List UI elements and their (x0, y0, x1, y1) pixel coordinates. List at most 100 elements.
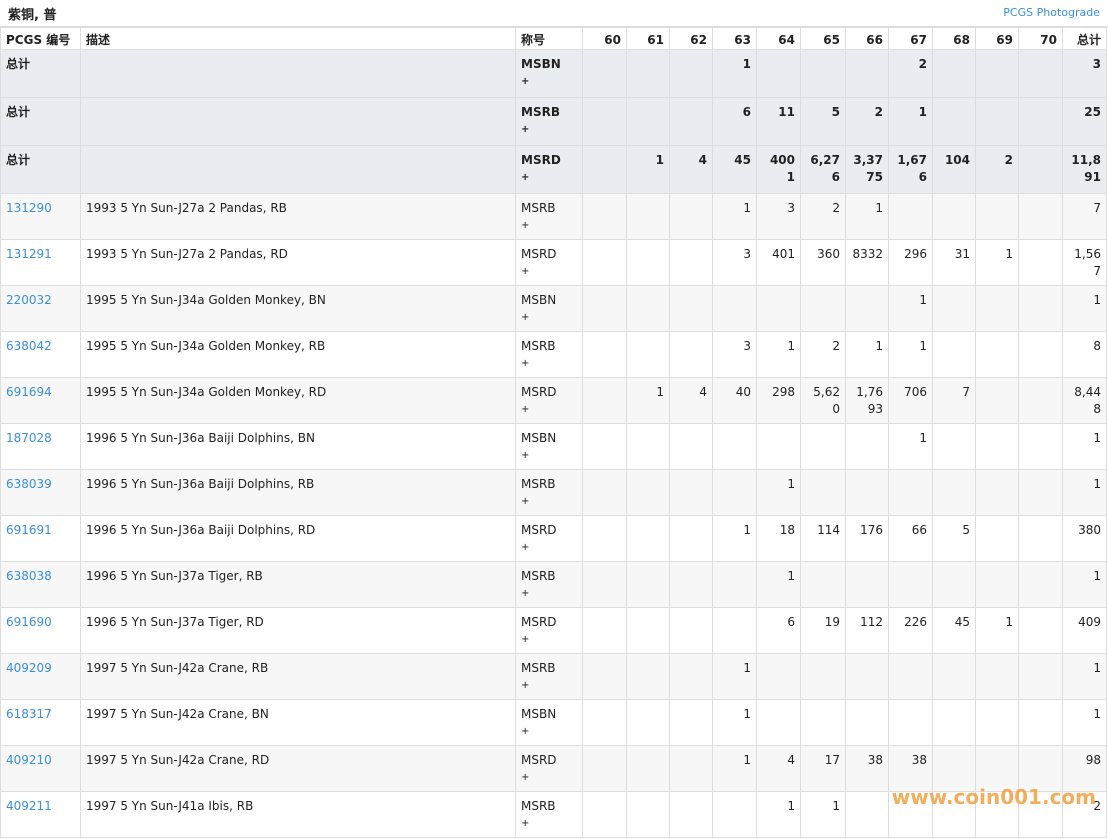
total: 3 (1092, 57, 1101, 71)
count: 3 (787, 201, 795, 215)
count-cell (582, 699, 627, 746)
count-cell (1018, 193, 1063, 240)
column-header: 66 (845, 27, 889, 50)
count-cell: 4 (669, 377, 713, 424)
count-cell (800, 423, 846, 470)
count-cell: 6 (756, 607, 801, 654)
pcgs-link[interactable]: 409211 (6, 799, 52, 813)
coin-row: 409209 1997 5 Yn Sun-J42a Crane, RB MSRB +1… (0, 653, 1107, 700)
plus-sign: + (521, 172, 530, 183)
count-cell (845, 285, 889, 332)
description: 1993 5 Yn Sun-J27a 2 Pandas, RB (80, 193, 516, 240)
pcgs-link[interactable]: 131290 (6, 201, 52, 215)
count-cell (932, 699, 976, 746)
count-cell (582, 469, 627, 516)
count-cell: 1 (626, 377, 670, 424)
column-header: 60 (582, 27, 627, 50)
count: 1 (743, 707, 751, 721)
count-cell: 4 (669, 145, 713, 194)
coin-row: 409210 1997 5 Yn Sun-J42a Crane, RD MSRD +1… (0, 745, 1107, 792)
count-cell (932, 97, 976, 146)
count-cell (800, 49, 846, 98)
count: 17 (824, 753, 840, 767)
total: 7 (1093, 201, 1101, 215)
count: 11 (778, 105, 795, 119)
pcgs-link[interactable]: 409210 (6, 753, 52, 767)
count: 2 (832, 339, 840, 353)
pcgs-link[interactable]: 409209 (6, 661, 52, 675)
designation: MSRB (521, 339, 556, 353)
designation: MSRB (521, 201, 556, 215)
pcgs-cell: 409209 (0, 653, 81, 700)
count-cell: 1 (712, 515, 757, 562)
count-cell (845, 469, 889, 516)
count: 1 (875, 201, 883, 215)
pcgs-link[interactable]: 187028 (6, 431, 52, 445)
pcgs-cell: 638042 (0, 331, 81, 378)
coin-row: 131291 1993 5 Yn Sun-J27a 2 Pandas, RD MSR… (0, 239, 1107, 286)
count-cell (1018, 653, 1063, 700)
pcgs-cell: 691694 (0, 377, 81, 424)
pcgs-link[interactable]: 638038 (6, 569, 52, 583)
total-label: 总计 (0, 145, 81, 194)
count: 1 (787, 477, 795, 491)
count-cell (669, 745, 713, 792)
count: 1 (743, 753, 751, 767)
count: 112 (860, 615, 883, 629)
count-cell (626, 699, 670, 746)
total-cell: 11,891 (1062, 145, 1107, 194)
coin-row: 187028 1996 5 Yn Sun-J36a Baiji Dolphins,… (0, 423, 1107, 470)
count-cell (800, 285, 846, 332)
count: 1 (832, 799, 840, 813)
count-cell (669, 285, 713, 332)
pcgs-cell: 409211 (0, 791, 81, 838)
count-cell (669, 423, 713, 470)
count-cell (1018, 699, 1063, 746)
count-cell: 296 (888, 239, 933, 286)
count: 3 (743, 247, 751, 261)
count-cell: 45 (712, 145, 757, 194)
plus-sign: + (521, 588, 530, 599)
count-cell: 2 (800, 331, 846, 378)
count: 4 (787, 753, 795, 767)
pcgs-link[interactable]: 691694 (6, 385, 52, 399)
total: 1 (1093, 431, 1101, 445)
empty-description (80, 145, 516, 194)
count-cell (1018, 745, 1063, 792)
count-cell (975, 193, 1019, 240)
pcgs-cell: 409210 (0, 745, 81, 792)
designation: MSBN (521, 293, 557, 307)
plus-sign: + (521, 220, 530, 231)
count-cell (669, 515, 713, 562)
pcgs-link[interactable]: 220032 (6, 293, 52, 307)
count-cell (626, 239, 670, 286)
designation: MSRD (521, 615, 557, 629)
column-header: PCGS 编号 (0, 27, 81, 50)
description: 1995 5 Yn Sun-J34a Golden Monkey, RB (80, 331, 516, 378)
total-cell: 1 (1062, 423, 1107, 470)
photograde-link[interactable]: PCGS Photograde (1003, 6, 1100, 19)
pcgs-link[interactable]: 691690 (6, 615, 52, 629)
description: 1995 5 Yn Sun-J34a Golden Monkey, RD (80, 377, 516, 424)
count-cell: 4 (756, 745, 801, 792)
pcgs-cell: 638039 (0, 469, 81, 516)
pcgs-link[interactable]: 691691 (6, 523, 52, 537)
pcgs-link[interactable]: 638039 (6, 477, 52, 491)
title: 紫铜, 普 (8, 8, 57, 23)
count: 5 (962, 523, 970, 537)
empty-description (80, 49, 516, 98)
count-cell (1018, 515, 1063, 562)
count-cell: 298 (756, 377, 801, 424)
total: 11,891 (1071, 153, 1101, 184)
designation-cell: MSRD + (515, 607, 583, 654)
count-cell (582, 285, 627, 332)
count: 3,3775 (853, 153, 883, 184)
count-cell (1018, 469, 1063, 516)
count-cell (1018, 285, 1063, 332)
count-cell: 5 (932, 515, 976, 562)
pcgs-link[interactable]: 638042 (6, 339, 52, 353)
pcgs-link[interactable]: 618317 (6, 707, 52, 721)
pcgs-link[interactable]: 131291 (6, 247, 52, 261)
count: 1 (743, 523, 751, 537)
count-cell (756, 285, 801, 332)
